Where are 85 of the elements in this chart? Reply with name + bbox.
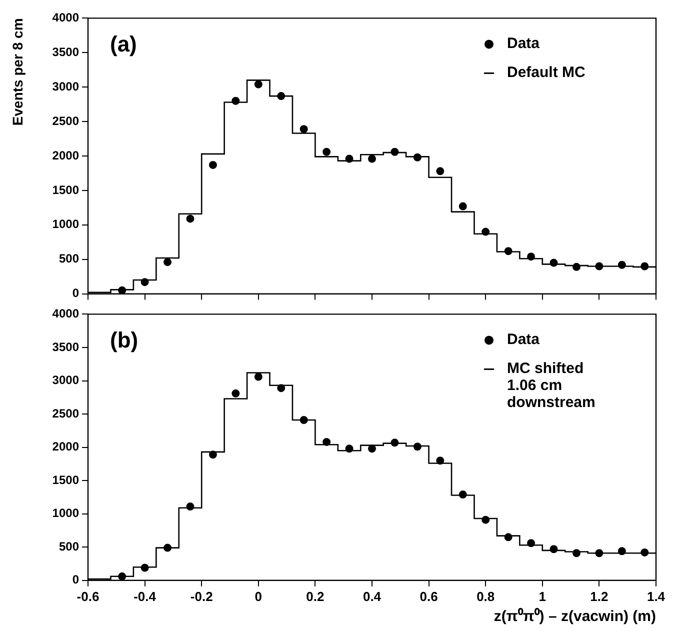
y-tick-label: 2000 [52, 440, 80, 454]
point [277, 384, 286, 392]
point [118, 286, 126, 294]
point [413, 442, 422, 451]
x-tick-label: 1.4 [646, 588, 666, 604]
point [300, 125, 308, 134]
x-axis-title: z(π⁰π⁰) – z(vacwin) (m) [494, 607, 656, 626]
legend-label: Default MC [507, 64, 586, 81]
point [186, 502, 194, 511]
point [390, 148, 399, 156]
y-tick-label: 3000 [52, 79, 80, 94]
x-tick-label: 0.6 [420, 588, 438, 604]
annotation: (a) [110, 31, 137, 56]
point [618, 547, 626, 556]
point [140, 564, 149, 572]
y-tick-label: 3500 [52, 340, 80, 354]
point [413, 153, 422, 162]
point [140, 278, 149, 286]
point [322, 438, 331, 446]
point [504, 533, 512, 542]
x-tick-label: 1.2 [590, 588, 608, 604]
point [208, 160, 217, 169]
y-tick-label: 1500 [52, 182, 80, 197]
y-tick-label: 1000 [52, 506, 80, 520]
y-tick-label: 3000 [52, 373, 80, 388]
y-tick-label: 2500 [52, 406, 80, 420]
point [640, 548, 649, 556]
point [322, 148, 331, 156]
point [572, 549, 580, 558]
point [254, 80, 262, 88]
point [595, 549, 604, 558]
point [595, 262, 604, 270]
point [436, 456, 444, 465]
point [390, 438, 399, 447]
point [504, 247, 512, 256]
point [527, 539, 536, 548]
point [208, 450, 217, 459]
y-tick-label: 4000 [52, 306, 80, 321]
y-tick-label: 3500 [52, 44, 80, 59]
point [550, 545, 558, 554]
x-tick-label: -0.6 [76, 588, 100, 604]
point [118, 572, 126, 580]
y-tick-label: 0 [72, 572, 80, 587]
x-tick-label: -0.4 [134, 588, 157, 604]
y-tick-label: 2500 [52, 114, 80, 128]
point [572, 262, 580, 271]
annotation: (b) [110, 327, 138, 352]
legend-label: Data [507, 34, 540, 52]
y-tick-label: 500 [58, 252, 80, 266]
point [164, 544, 172, 552]
point [254, 372, 262, 381]
y-axis-title: Events per 8 cm [9, 18, 26, 126]
point [277, 92, 286, 100]
y-tick-label: 500 [58, 539, 80, 554]
point [345, 444, 354, 453]
x-tick-label: 0.8 [476, 588, 495, 604]
point [232, 96, 240, 105]
legend-label: MC shifted 1.06 cm downstream [507, 360, 596, 411]
x-tick-label: 0 [254, 588, 262, 604]
legend-label: Data [507, 330, 540, 348]
y-tick-label: 1500 [52, 472, 80, 487]
point [436, 167, 444, 176]
x-tick-label: 0.4 [362, 588, 382, 604]
y-tick-label: 4000 [52, 10, 80, 25]
point [482, 228, 490, 236]
point [164, 258, 172, 266]
y-tick-label: 1000 [52, 217, 80, 232]
point [345, 154, 354, 163]
point [482, 516, 490, 524]
point [618, 260, 626, 269]
x-tick-label: 0.2 [306, 588, 324, 604]
point [458, 490, 467, 499]
point [368, 154, 376, 163]
point [300, 416, 308, 424]
point [640, 262, 649, 270]
x-tick-label: 1 [538, 588, 546, 604]
y-tick-label: 0 [72, 286, 80, 300]
point [368, 444, 376, 453]
point [550, 258, 558, 267]
point [458, 202, 467, 210]
y-tick-label: 2000 [52, 148, 80, 162]
point [186, 214, 194, 223]
point [232, 389, 240, 398]
x-tick-label: -0.2 [190, 588, 213, 604]
point [527, 252, 536, 261]
